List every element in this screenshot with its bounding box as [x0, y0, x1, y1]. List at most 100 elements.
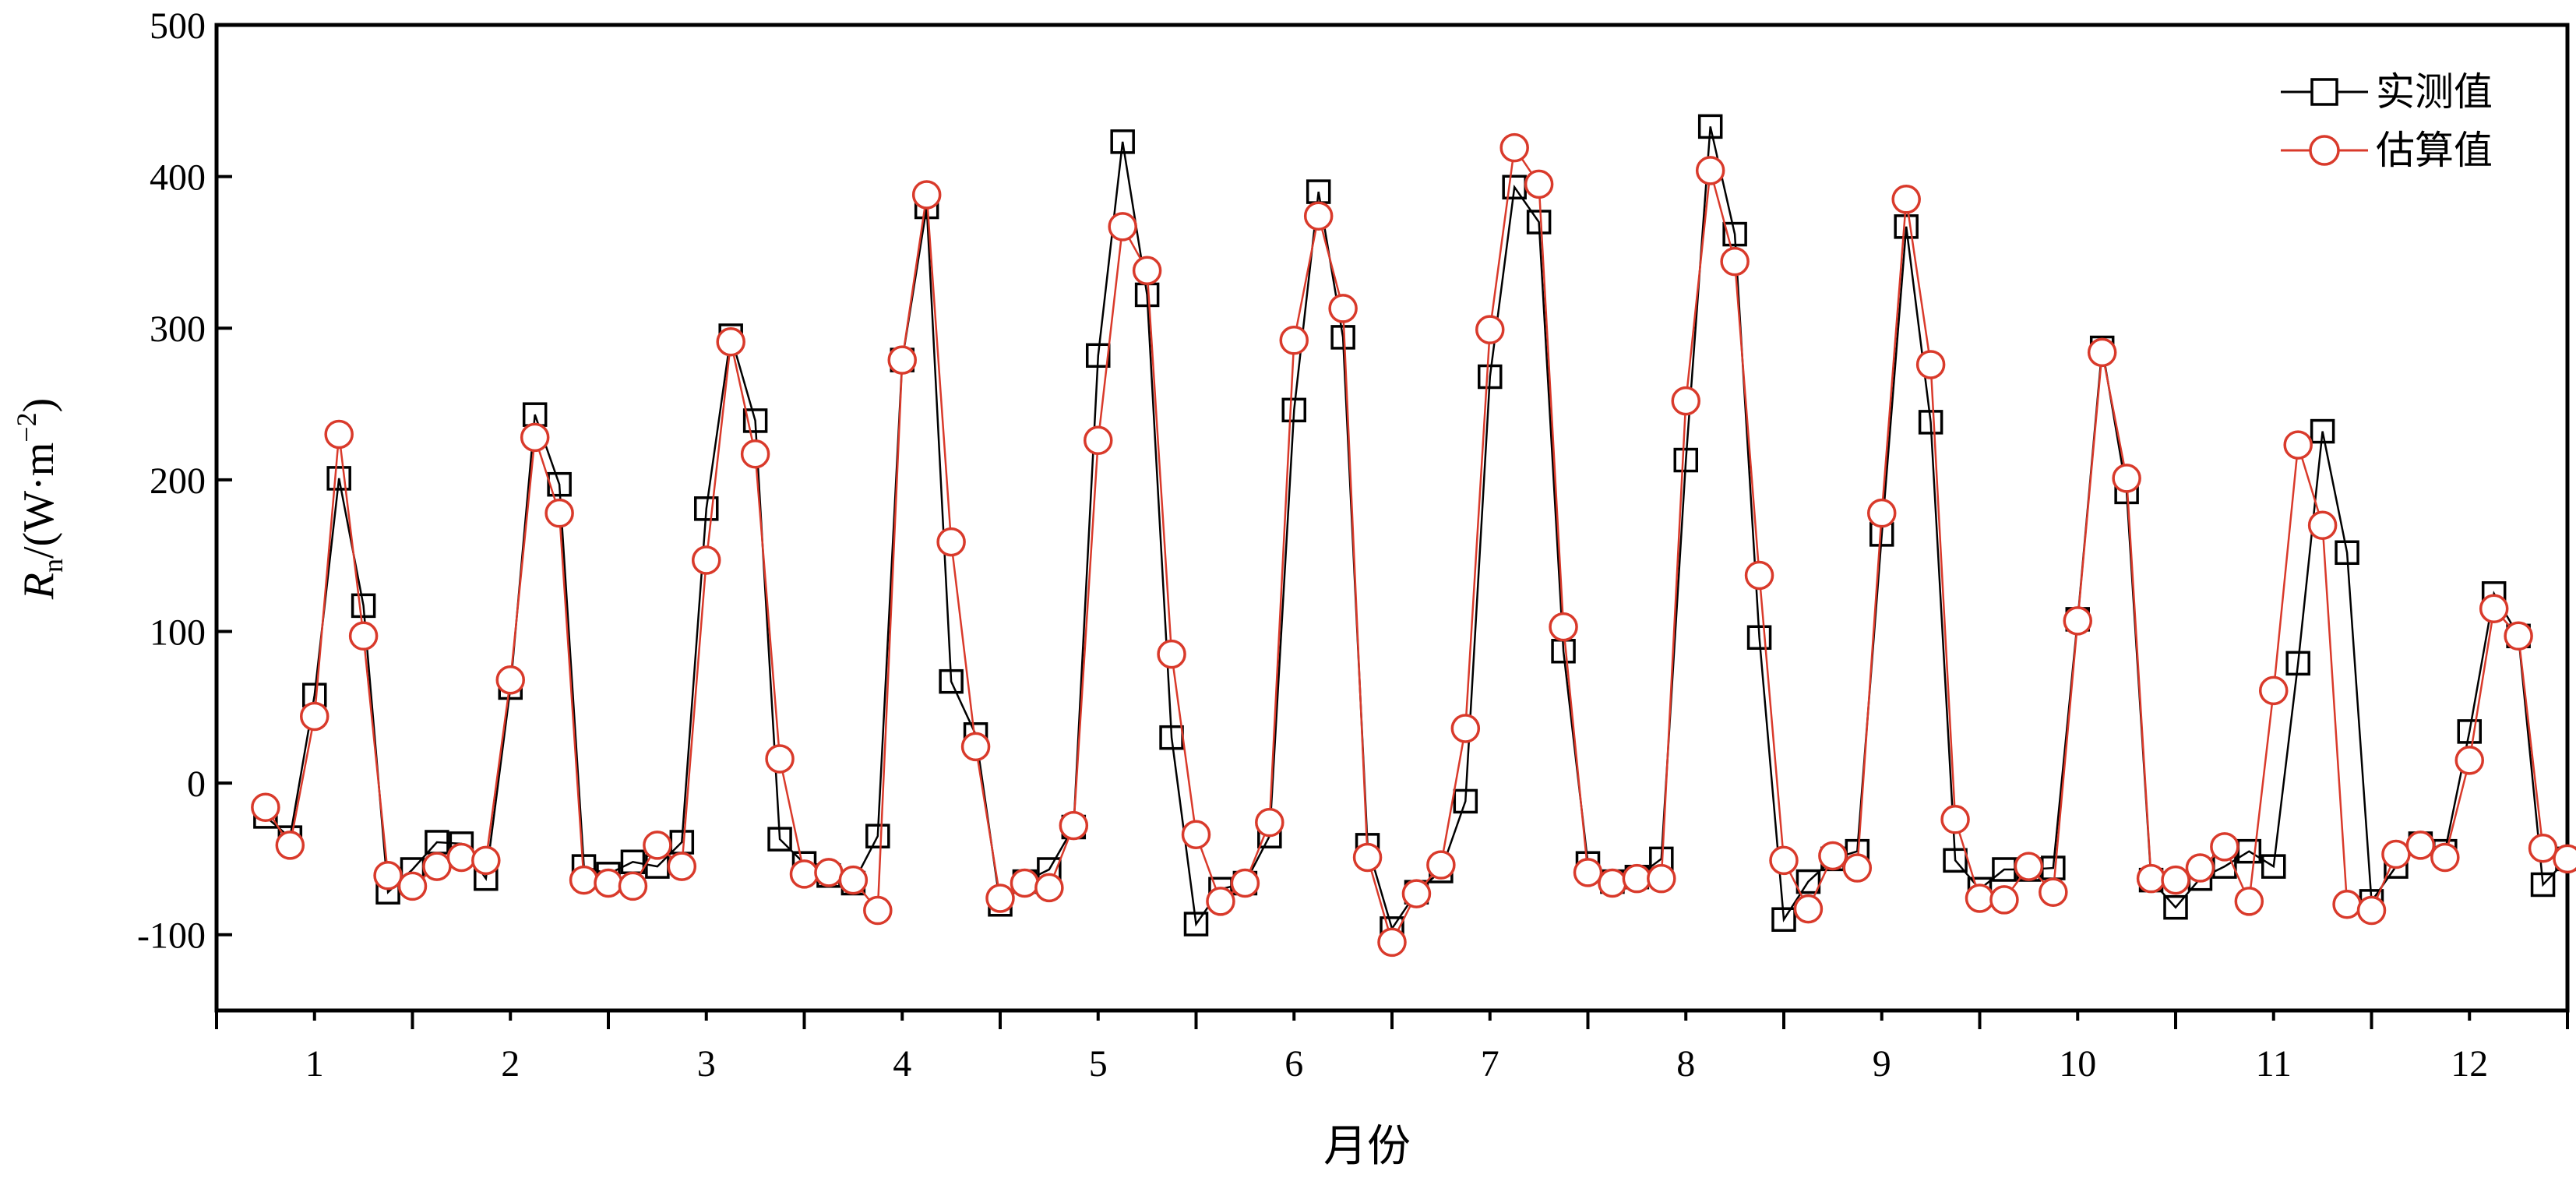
data-point-circle	[2161, 865, 2190, 895]
data-point-circle	[911, 180, 942, 210]
data-point-circle	[2014, 852, 2044, 881]
data-point-circle	[2332, 890, 2362, 919]
data-point-square	[1086, 343, 1111, 369]
data-point-circle	[838, 865, 869, 895]
data-point-square	[1134, 282, 1160, 308]
data-point-circle	[1891, 185, 1921, 214]
legend-label: 估算值	[2376, 129, 2493, 172]
data-point-circle	[985, 884, 1015, 913]
data-point-circle	[1793, 894, 1824, 924]
data-point-square	[1894, 214, 1919, 239]
data-point-circle	[1279, 326, 1309, 355]
data-point-circle	[1915, 350, 1946, 379]
data-point-circle	[471, 845, 501, 876]
y-tick-label: 400	[150, 157, 206, 199]
data-point-square	[1551, 639, 1576, 664]
data-point-circle	[1769, 845, 1799, 876]
data-point-square	[1673, 447, 1698, 473]
data-point-circle	[1989, 885, 2019, 915]
data-point-circle	[324, 419, 354, 450]
x-tick-label: 6	[1284, 1043, 1303, 1085]
data-point-square	[1478, 364, 1503, 390]
data-point-circle	[2405, 831, 2436, 860]
data-point-circle	[1965, 884, 1995, 913]
data-point-circle	[1303, 201, 1334, 231]
data-point-circle	[1671, 386, 1700, 416]
series-1	[253, 114, 2576, 941]
data-point-circle	[520, 422, 550, 453]
data-point-circle	[348, 621, 379, 651]
series-2	[251, 132, 2576, 958]
data-point-square	[2041, 855, 2066, 880]
y-axis-title-close: )	[15, 398, 63, 413]
x-tick-label: 10	[2059, 1043, 2096, 1085]
y-axis-title: Rn/(W·m−2)	[11, 398, 69, 600]
data-point-circle	[397, 871, 428, 901]
data-point-circle	[300, 701, 329, 732]
x-tick-label: 5	[1089, 1043, 1108, 1085]
data-point-square	[865, 824, 890, 848]
data-point-circle	[1695, 156, 1725, 185]
data-point-square	[2335, 540, 2359, 566]
data-point-circle	[1573, 858, 1603, 887]
data-point-circle	[2234, 887, 2264, 916]
data-point-circle	[2087, 337, 2117, 368]
data-point-circle	[1352, 842, 1383, 873]
data-point-square	[1722, 221, 1747, 247]
data-point-circle	[373, 861, 403, 891]
data-point-circle	[1867, 498, 1897, 528]
data-point-square	[1453, 788, 1478, 814]
data-point-circle	[594, 868, 623, 898]
data-point-circle	[1034, 873, 1064, 903]
data-point-circle	[1450, 714, 1481, 743]
data-point-circle	[2259, 675, 2289, 706]
legend-marker-circle	[2309, 135, 2340, 166]
data-point-circle	[1744, 560, 1774, 591]
data-point-square	[742, 408, 768, 433]
data-point-circle	[789, 859, 819, 889]
data-point-circle	[1377, 927, 1407, 958]
data-point-square	[326, 466, 351, 491]
data-point-square	[939, 668, 964, 694]
data-point-square	[2163, 894, 2188, 920]
data-point-circle	[814, 858, 844, 887]
data-point-circle	[1426, 850, 1456, 880]
data-point-circle	[740, 439, 770, 469]
data-point-square	[1183, 912, 1209, 936]
y-tick-label: 100	[150, 612, 206, 653]
data-point-circle	[1818, 841, 1848, 871]
data-point-circle	[1206, 887, 1235, 916]
data-point-circle	[1255, 807, 1284, 838]
data-point-circle	[765, 744, 795, 774]
data-point-square	[1502, 175, 1527, 199]
data-point-circle	[2185, 853, 2215, 883]
y-tick-label: 300	[150, 309, 206, 350]
y-axis-title-unit: /(W·m	[15, 443, 63, 559]
data-point-square	[1281, 397, 1306, 423]
data-point-square	[425, 830, 449, 855]
data-point-circle	[936, 527, 966, 557]
data-point-square	[694, 496, 719, 521]
data-point-circle	[2112, 464, 2141, 493]
data-point-circle	[1524, 169, 1554, 199]
data-point-circle	[692, 545, 721, 575]
data-point-square	[669, 830, 695, 855]
data-point-circle	[2504, 621, 2533, 651]
data-point-square	[522, 402, 548, 427]
data-point-circle	[667, 852, 697, 881]
data-point-circle	[960, 732, 991, 762]
data-point-circle	[1181, 820, 1211, 849]
data-point-square	[1526, 210, 1552, 235]
data-point-circle	[544, 498, 574, 528]
data-point-circle	[1059, 810, 1089, 841]
data-point-circle	[887, 345, 917, 375]
data-point-circle	[1647, 863, 1676, 894]
data-point-circle	[495, 665, 525, 695]
data-point-circle	[2063, 606, 2092, 636]
data-point-circle	[1010, 868, 1040, 898]
data-point-square	[1746, 625, 1772, 650]
data-point-circle	[422, 852, 452, 881]
y-axis-title-symbol: R	[15, 573, 63, 600]
data-point-circle	[1622, 863, 1652, 894]
x-axis-title: 月份	[1323, 1123, 1411, 1171]
